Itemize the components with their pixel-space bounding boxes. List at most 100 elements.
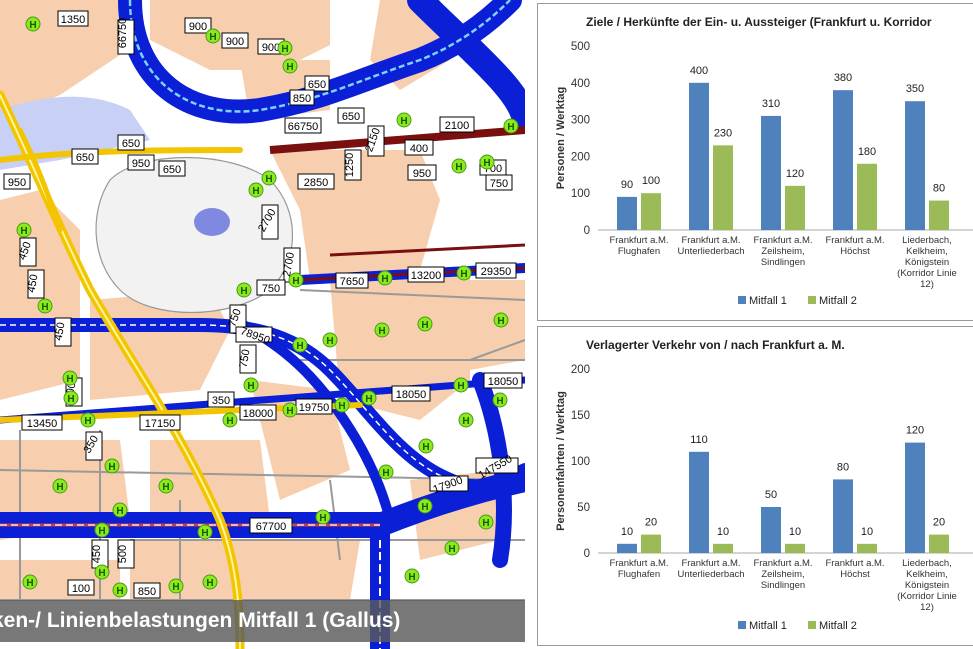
legend-item: Mitfall 2 — [808, 295, 857, 307]
bus-stop-label: H — [116, 586, 123, 597]
map-label-text: 7650 — [340, 276, 364, 288]
bus-stop-icon: H — [277, 40, 293, 56]
bus-stop-label: H — [108, 462, 115, 473]
map-value-label: 900 — [184, 17, 212, 34]
map-label-text: 13200 — [411, 270, 442, 282]
bus-stop-circle — [112, 502, 128, 518]
map-label-text: 750 — [262, 283, 280, 295]
chart-shifted-traffic: Verlagerter Verkehr von / nach Frankfurt… — [555, 338, 973, 632]
bus-stop-icon: H — [248, 182, 264, 198]
bus-stop-label: H — [201, 528, 208, 539]
bus-stop-label: H — [226, 416, 233, 427]
map-value-label: 18050 — [391, 385, 431, 402]
bar-mitfall-2 — [641, 193, 661, 230]
bus-stop-label: H — [84, 416, 91, 427]
x-category-label: Frankfurt a.M. Höchst — [825, 558, 884, 580]
map-value-label: 750 — [485, 174, 513, 191]
bus-stop-label: H — [26, 578, 33, 589]
x-category-label-line: Sindlingen — [761, 580, 805, 591]
bar-mitfall-1 — [833, 90, 853, 230]
bus-stop-circle — [493, 312, 509, 328]
bus-stop-icon: H — [37, 298, 53, 314]
map-value-label: 66750 — [117, 18, 135, 55]
legend-item: Mitfall 1 — [738, 295, 787, 307]
data-label: 120 — [786, 168, 804, 180]
x-category-label-line: (Korridor Linie — [897, 268, 957, 279]
x-category-label-line: Zeilsheim, — [761, 569, 804, 580]
map-value-label: 650 — [158, 160, 186, 177]
bus-stop-icon: H — [282, 402, 298, 418]
bus-stop-circle — [22, 574, 38, 590]
map-label-text: 650 — [342, 111, 360, 123]
map-value-label: 29350 — [475, 262, 517, 279]
data-label: 380 — [834, 72, 852, 84]
map-value-label: 78950 — [235, 325, 273, 347]
bus-stop-icon: H — [197, 524, 213, 540]
y-tick-label: 0 — [584, 225, 590, 237]
x-category-label-line: Frankfurt a.M. — [825, 235, 884, 246]
bus-stop-circle — [94, 564, 110, 580]
data-label: 10 — [789, 526, 801, 538]
bus-stop-label: H — [98, 526, 105, 537]
map-label-text: 2700 — [281, 251, 297, 277]
x-category-label-line: Frankfurt a.M. — [681, 558, 740, 569]
bus-stop-label: H — [56, 482, 63, 493]
x-category-label-line: Frankfurt a.M. — [609, 558, 668, 569]
map-landuse-areas — [0, 0, 525, 600]
x-category-label-line: Frankfurt a.M. — [825, 558, 884, 569]
map-label-text: 900 — [262, 42, 280, 54]
bus-stop-label: H — [421, 502, 428, 513]
chart-title: Ziele / Herkünfte der Ein- u. Aussteiger… — [586, 15, 932, 29]
map-label-text: 17150 — [145, 418, 176, 430]
bus-stop-icon: H — [22, 574, 38, 590]
map-value-label: 850 — [133, 582, 161, 599]
map-label-text: 900 — [189, 21, 207, 33]
map-label-text: 750 — [226, 307, 244, 328]
bus-stop-icon: H — [63, 390, 79, 406]
x-category-label: Frankfurt a.M. Unterliederbach — [677, 235, 744, 257]
x-category-label-line: 12) — [920, 602, 934, 613]
bus-stop-circle — [458, 412, 474, 428]
data-label: 230 — [714, 127, 732, 139]
bus-stop-label: H — [286, 406, 293, 417]
bus-stop-label: H — [265, 174, 272, 185]
bus-stop-circle — [492, 392, 508, 408]
chart-boardings: Ziele / Herkünfte der Ein- u. Aussteiger… — [555, 15, 973, 307]
bus-stop-icon: H — [322, 332, 338, 348]
bus-stop-icon: H — [158, 478, 174, 494]
y-tick-label: 50 — [577, 502, 590, 514]
bus-stop-icon: H — [288, 272, 304, 288]
bus-stop-label: H — [448, 544, 455, 555]
map-value-label: 13450 — [21, 414, 63, 431]
x-category-label-line: Flughafen — [618, 569, 660, 580]
map-value-label: 650 — [71, 148, 99, 165]
map-value-label: 750 — [256, 279, 286, 296]
bus-stop-circle — [277, 40, 293, 56]
x-category-label-line: Unterliederbach — [677, 569, 744, 580]
bus-stop-icon: H — [404, 568, 420, 584]
map-value-label: 950 — [3, 173, 31, 190]
y-axis-label: Personenfahrten / Werktag — [555, 391, 567, 531]
bus-stop-circle — [451, 158, 467, 174]
chart-title: Verlagerter Verkehr von / nach Frankfurt… — [586, 338, 845, 352]
map-label-text: 500 — [117, 545, 129, 563]
bus-stop-circle — [104, 458, 120, 474]
bus-stop-circle — [417, 498, 433, 514]
bus-stop-icon: H — [112, 582, 128, 598]
bus-stop-icon: H — [236, 282, 252, 298]
bar-mitfall-2 — [929, 534, 949, 553]
map-label-text: 1350 — [61, 14, 85, 26]
map-label-text: 18050 — [488, 376, 519, 388]
bus-stop-icon: H — [62, 370, 78, 386]
bus-stop-icon: H — [168, 578, 184, 594]
bar-mitfall-1 — [905, 101, 925, 230]
bar-mitfall-1 — [833, 479, 853, 553]
x-category-label-line: Kelkheim, — [906, 569, 948, 580]
bus-stop-circle — [80, 412, 96, 428]
bus-stop-circle — [322, 332, 338, 348]
map-label-text: 2100 — [445, 120, 469, 132]
bus-stop-circle — [62, 370, 78, 386]
bar-mitfall-1 — [617, 543, 637, 553]
data-label: 20 — [933, 517, 945, 529]
bus-stop-icon: H — [94, 522, 110, 538]
